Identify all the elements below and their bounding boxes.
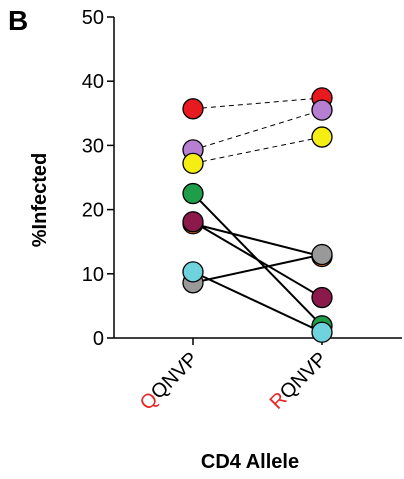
axes: 0 10 20 30 40 50 (82, 7, 402, 350)
y-tick-label: 0 (93, 328, 104, 350)
y-tick-label: 30 (82, 135, 104, 157)
series-line-5 (192, 220, 323, 299)
data-points (182, 87, 333, 343)
y-tick-label: 10 (82, 264, 104, 286)
data-point-0-0 (182, 98, 204, 120)
data-point-3-0 (182, 182, 204, 205)
category-label-rest: QNVP (147, 348, 203, 404)
data-point-2-1 (311, 126, 333, 148)
category-label-0: QQNVP (136, 348, 203, 415)
data-point-5-1 (311, 286, 333, 309)
panel-label: B (8, 5, 28, 36)
series-line-4 (192, 222, 323, 258)
category-label-rest: QNVP (276, 348, 332, 404)
x-axis-title: CD4 Allele (201, 451, 299, 473)
series-line-7 (192, 270, 323, 334)
data-point-2-0 (182, 152, 204, 175)
data-point-5-0 (182, 211, 204, 233)
data-point-7-1 (311, 321, 333, 343)
data-point-7-0 (182, 261, 204, 283)
series-line-1 (192, 109, 323, 151)
data-point-6-1 (311, 243, 333, 266)
series-line-2 (192, 136, 323, 164)
series-line-0 (192, 97, 323, 110)
y-tick-label: 50 (82, 7, 104, 29)
data-point-1-1 (311, 99, 333, 121)
series-lines (192, 97, 323, 334)
y-tick-label: 20 (82, 200, 104, 222)
category-labels: QQNVP RQNVP (136, 348, 332, 415)
y-tick-label: 40 (82, 71, 104, 93)
y-axis-title: %Infected (29, 153, 51, 247)
series-line-6 (192, 253, 323, 284)
category-label-1: RQNVP (266, 348, 332, 414)
